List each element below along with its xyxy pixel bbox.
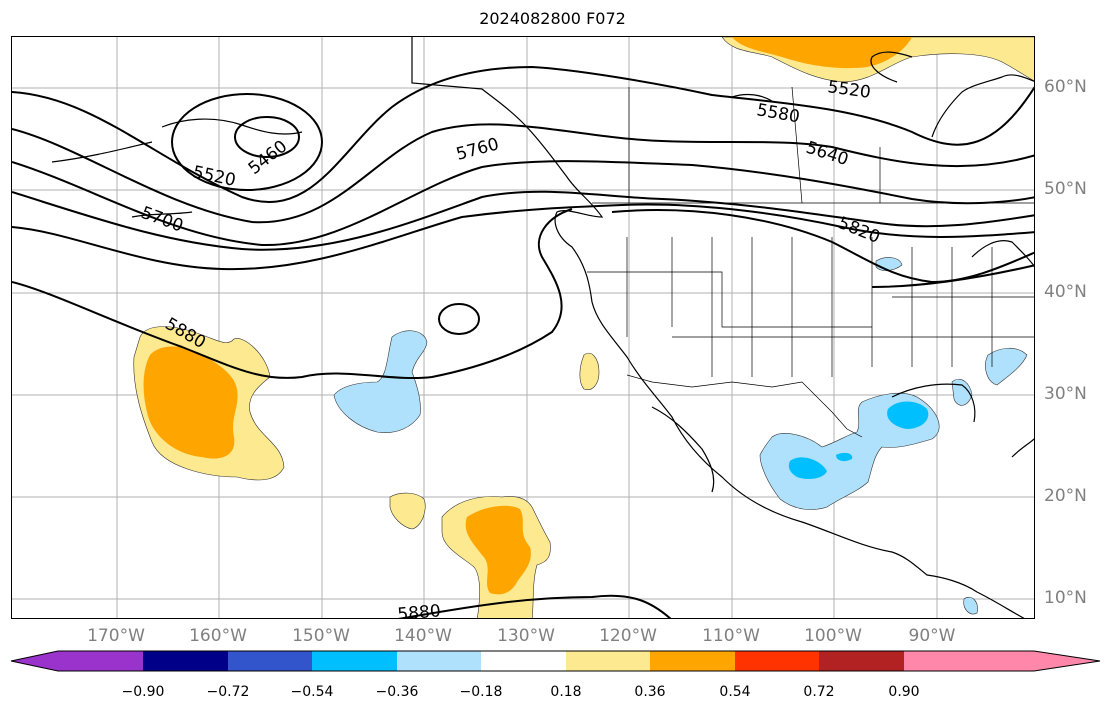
- map-canvas: 5460 5520 5520 5580 5640 5700 5760 5820 …: [12, 37, 1034, 619]
- anomaly-positive-small-2: [579, 352, 600, 390]
- contour-label: 5640: [803, 138, 850, 170]
- colorbar-tick: −0.54: [290, 684, 334, 700]
- colorbar-segment: [397, 651, 481, 671]
- lat-label: 60°N: [1044, 77, 1087, 97]
- lon-label: 90°W: [908, 626, 956, 646]
- colorbar-segment: [735, 651, 819, 671]
- colorbar-tick: 0.54: [719, 684, 751, 700]
- contour-label: 5460: [245, 137, 291, 179]
- colorbar-tick: 0.72: [803, 684, 835, 700]
- lon-label: 170°W: [87, 626, 145, 646]
- colorbar-segment: [904, 651, 1034, 671]
- map-panel: 5460 5520 5520 5580 5640 5700 5760 5820 …: [11, 36, 1035, 619]
- anomaly-positive-small-1: [389, 492, 426, 530]
- colorbar-extend-high: [1034, 651, 1100, 671]
- colorbar-segment: [58, 651, 143, 671]
- colorbar-segment: [228, 651, 312, 671]
- contour-label: 5760: [454, 134, 501, 165]
- colorbar-tick: −0.90: [121, 684, 165, 700]
- anomaly-negative-mexico-core: [788, 457, 827, 479]
- colorbar-tick: −0.72: [206, 684, 250, 700]
- anomaly-negative-florida: [951, 378, 973, 406]
- anomaly-negative-pacific: [333, 330, 428, 433]
- lon-label: 160°W: [189, 626, 247, 646]
- anomaly-positive-tropical-core: [465, 505, 531, 595]
- height-contours: [12, 65, 1034, 618]
- anomaly-positive-subtropical-core: [143, 346, 238, 459]
- lon-label: 110°W: [702, 626, 760, 646]
- colorbar-tick: 0.18: [550, 684, 582, 700]
- lat-label: 10°N: [1044, 588, 1087, 608]
- colorbar-tick: −0.18: [459, 684, 503, 700]
- colorbar-segment: [312, 651, 397, 671]
- anomaly-negative-plains: [875, 257, 903, 271]
- anomaly-negative-small-1: [836, 452, 853, 462]
- colorbar: [10, 650, 1101, 672]
- colorbar-segment: [566, 651, 650, 671]
- contour-label: 5820: [835, 213, 883, 248]
- lat-label: 40°N: [1044, 282, 1087, 302]
- lon-label: 120°W: [599, 626, 657, 646]
- colorbar-segment: [481, 651, 566, 671]
- colorbar-segment: [650, 651, 735, 671]
- contour-label: 5880: [397, 601, 442, 619]
- colorbar-tick: −0.36: [375, 684, 419, 700]
- colorbar-extend-low: [11, 651, 58, 671]
- contour-label: 5520: [191, 162, 237, 191]
- lon-label: 150°W: [292, 626, 350, 646]
- anomaly-shading: [133, 37, 1034, 618]
- lon-label: 100°W: [804, 626, 862, 646]
- colorbar-tick: 0.36: [634, 684, 666, 700]
- lon-label: 140°W: [394, 626, 452, 646]
- lat-label: 30°N: [1044, 384, 1087, 404]
- lat-label: 50°N: [1044, 179, 1087, 199]
- anomaly-negative-gulf-core: [887, 401, 929, 429]
- colorbar-segment: [143, 651, 228, 671]
- map-title: 2024082800 F072: [479, 9, 626, 28]
- lat-label: 20°N: [1044, 486, 1087, 506]
- colorbar-segment: [819, 651, 904, 671]
- lon-label: 130°W: [497, 626, 555, 646]
- contour-label: 5520: [826, 77, 872, 103]
- anomaly-negative-central-america: [963, 596, 978, 615]
- colorbar-tick: 0.90: [888, 684, 920, 700]
- anomaly-negative-southeast: [985, 347, 1028, 386]
- anomaly-positive-north-core: [732, 37, 912, 69]
